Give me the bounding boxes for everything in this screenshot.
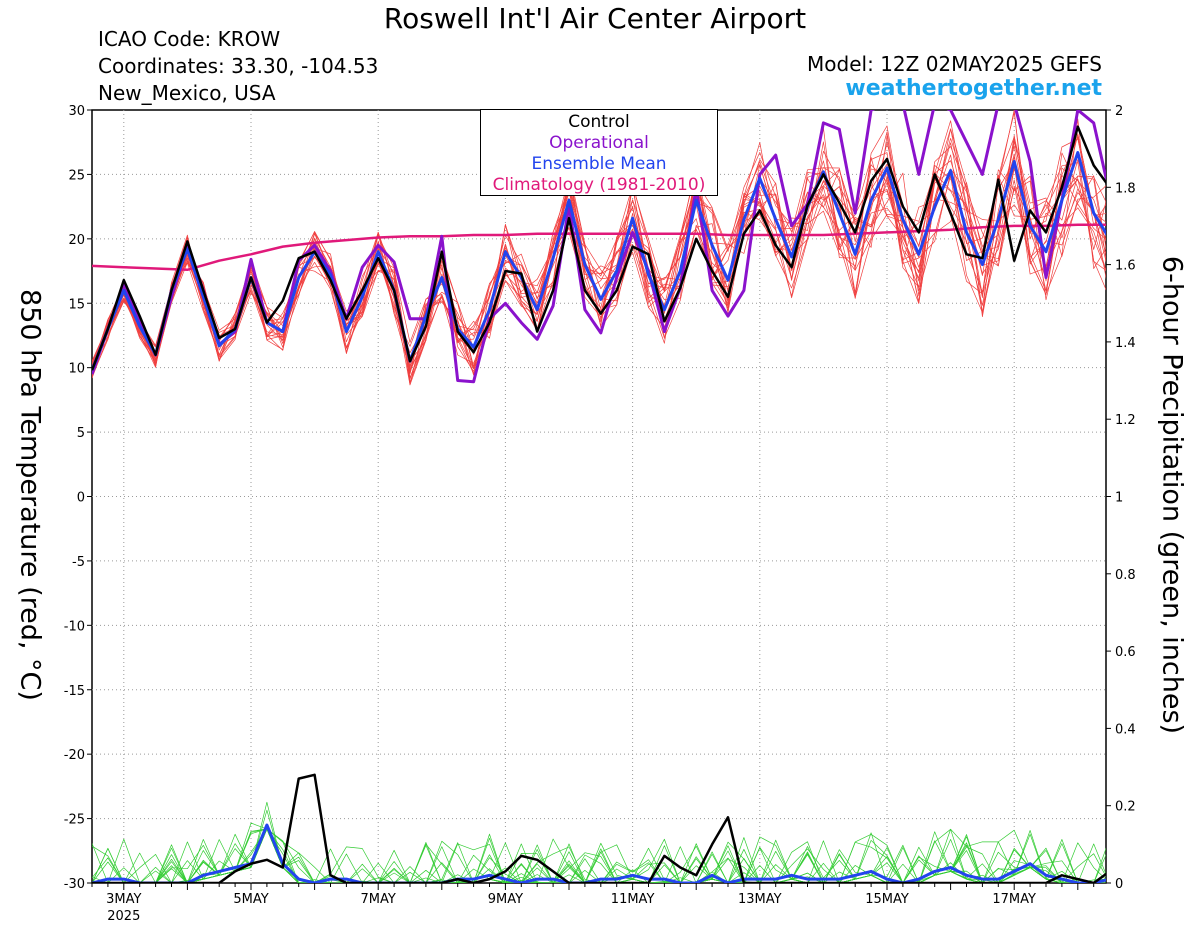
y-right-tick-label: 1.6	[1115, 259, 1136, 274]
y-left-tick-label: -5	[72, 555, 85, 570]
y-right-tick-label: 1.8	[1115, 181, 1136, 196]
temp-member-line	[92, 127, 1106, 368]
precip-member-line	[92, 828, 1106, 883]
y-left-tick-label: 25	[68, 168, 85, 183]
precip-member-line	[92, 828, 1106, 883]
y-axis-left-label: 850 hPa Temperature (red, °C)	[14, 289, 46, 701]
precip-control-line	[92, 773, 1106, 883]
precip-member-line	[92, 828, 1106, 883]
y-left-tick-label: -15	[64, 684, 85, 699]
y-right-tick-label: 1.4	[1115, 336, 1136, 351]
x-tick-label: 9MAY	[488, 892, 523, 907]
y-left-tick-label: 5	[77, 426, 85, 441]
y-left-tick-label: -20	[64, 748, 85, 763]
x-start-year: 2025	[107, 909, 140, 924]
y-axis-right-label: 6-hour Precipitation (green, inches)	[1156, 255, 1188, 735]
y-left-tick-label: 0	[77, 491, 85, 506]
y-right-tick-label: 2	[1115, 104, 1123, 119]
y-right-tick-label: 0.4	[1115, 722, 1136, 737]
x-tick-label: 5MAY	[233, 892, 268, 907]
legend-ensemble-mean: Ensemble Mean	[531, 154, 667, 174]
temp-member-line	[92, 125, 1106, 376]
chart-title: Roswell Int'l Air Center Airport	[383, 2, 807, 35]
model-run: Model: 12Z 02MAY2025 GEFS	[807, 52, 1102, 76]
location: New_Mexico, USA	[98, 81, 276, 105]
legend-climatology: Climatology (1981-2010)	[492, 175, 706, 195]
legend: Control Operational Ensemble Mean Climat…	[480, 109, 718, 196]
temp-member-line	[92, 131, 1106, 370]
climatology-line	[92, 223, 1106, 272]
y-left-tick-label: -10	[64, 619, 85, 634]
legend-operational: Operational	[549, 133, 649, 153]
y-left-tick-label: 20	[68, 233, 85, 248]
x-tick-label: 17MAY	[992, 892, 1036, 907]
y-left-tick-label: 15	[68, 297, 85, 312]
y-left-tick-label: -30	[64, 877, 85, 892]
y-left-tick-label: 10	[68, 362, 85, 377]
y-left-tick-label: -25	[64, 813, 85, 828]
precip-member-line	[92, 828, 1106, 883]
precip-mean-line	[92, 823, 1106, 883]
y-right-tick-label: 0.2	[1115, 800, 1136, 815]
precip-member-line	[92, 828, 1106, 883]
y-right-tick-label: 0.6	[1115, 645, 1136, 660]
operational-line	[92, 110, 1106, 384]
coordinates: Coordinates: 33.30, -104.53	[98, 54, 379, 78]
temp-member-line	[92, 141, 1106, 367]
x-tick-label: 7MAY	[361, 892, 396, 907]
control-line	[92, 125, 1106, 371]
x-tick-label: 3MAY	[106, 892, 141, 907]
y-left-tick-label: 30	[68, 104, 85, 119]
precip-member-line	[92, 828, 1106, 883]
y-right-tick-label: 1	[1115, 491, 1123, 506]
x-tick-label: 15MAY	[865, 892, 909, 907]
precip-member-line	[92, 828, 1106, 883]
y-right-tick-label: 1.2	[1115, 413, 1136, 428]
icao-code: ICAO Code: KROW	[98, 27, 281, 51]
precip-member-line	[92, 828, 1106, 883]
y-right-tick-label: 0	[1115, 877, 1123, 892]
legend-control: Control	[568, 112, 630, 132]
y-right-tick-label: 0.8	[1115, 568, 1136, 583]
x-tick-label: 11MAY	[611, 892, 655, 907]
site-name: weathertogether.net	[845, 76, 1102, 101]
x-tick-label: 13MAY	[738, 892, 782, 907]
